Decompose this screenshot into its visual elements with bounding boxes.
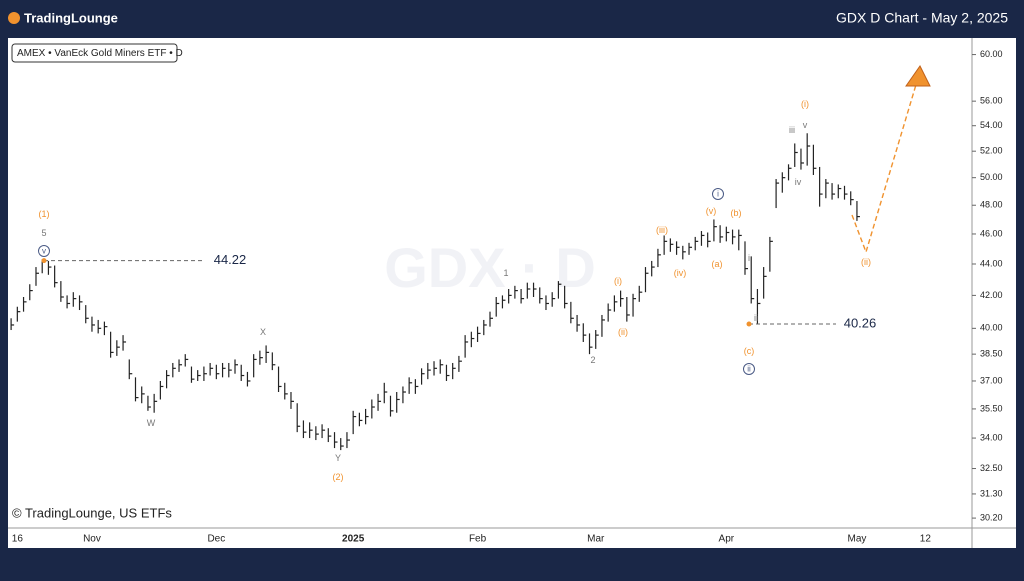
y-tick-label: 44.00 <box>980 258 1003 268</box>
wave-label: (1) <box>39 209 50 219</box>
wave-label: (i) <box>801 99 809 109</box>
level-label: 44.22 <box>214 252 247 267</box>
level-dot <box>746 321 752 327</box>
wave-circle <box>743 363 755 375</box>
wave-label: (2) <box>333 472 344 482</box>
logo: TradingLounge <box>8 10 118 25</box>
y-tick-label: 42.00 <box>980 290 1003 300</box>
wave-label: (c) <box>744 346 755 356</box>
wave-label: (v) <box>706 206 717 216</box>
wave-circle <box>38 245 50 257</box>
wave-label: Y <box>335 453 341 463</box>
wave-label: W <box>147 418 156 428</box>
y-tick-label: 46.00 <box>980 228 1003 238</box>
copyright: © TradingLounge, US ETFs <box>12 505 172 520</box>
projection-arrow <box>905 65 931 87</box>
wave-label: (iv) <box>674 268 687 278</box>
wave-label: i <box>717 190 719 199</box>
y-tick-label: 60.00 <box>980 49 1003 59</box>
wave-label: (ii) <box>618 327 628 337</box>
y-tick-label: 56.00 <box>980 96 1003 106</box>
wave-label: X <box>260 327 266 337</box>
y-tick-label: 31.30 <box>980 488 1003 498</box>
y-tick-label: 35.50 <box>980 403 1003 413</box>
wave-label: iv <box>795 177 802 187</box>
wave-label: (b) <box>731 208 742 218</box>
y-tick-label: 30.20 <box>980 512 1003 522</box>
projection-path <box>851 77 919 255</box>
subtitle: AMEX • VanEck Gold Miners ETF • D <box>17 48 183 59</box>
chart-area <box>8 38 1016 548</box>
wave-circle <box>712 188 724 200</box>
wave-label: v <box>803 120 808 130</box>
y-tick-label: 38.50 <box>980 349 1003 359</box>
level-label: 40.26 <box>844 315 877 330</box>
y-tick-label: 32.50 <box>980 463 1003 473</box>
wave-label: v <box>42 247 46 256</box>
y-tick-label: 37.00 <box>980 375 1003 385</box>
x-tick-label: 2025 <box>342 534 365 545</box>
wave-label: ii <box>747 365 751 374</box>
y-tick-label: 50.00 <box>980 172 1003 182</box>
wave-label: (iii) <box>656 225 668 235</box>
x-tick-label: May <box>847 534 866 545</box>
x-tick-label: Nov <box>83 534 101 545</box>
y-tick-label: 48.00 <box>980 200 1003 210</box>
wave-label: iii <box>789 125 795 135</box>
x-tick-label: Mar <box>587 534 605 545</box>
y-tick-label: 52.00 <box>980 146 1003 156</box>
logo-text: TradingLounge <box>24 10 118 25</box>
wave-label: 1 <box>503 268 508 278</box>
y-tick-label: 34.00 <box>980 432 1003 442</box>
logo-icon <box>8 12 20 24</box>
wave-label: (i) <box>614 276 622 286</box>
level-dot <box>41 258 47 264</box>
y-tick-label: 54.00 <box>980 120 1003 130</box>
wave-label: i <box>748 253 750 263</box>
x-tick-label: 12 <box>920 534 932 545</box>
header-title: GDX D Chart - May 2, 2025 <box>836 10 1008 26</box>
legend-box <box>11 43 178 63</box>
wave-label: 5 <box>41 228 46 238</box>
wave-label: 2 <box>590 355 595 365</box>
x-tick-label: Feb <box>469 534 487 545</box>
y-tick-label: 40.00 <box>980 323 1003 333</box>
x-tick-label: Dec <box>207 534 225 545</box>
x-tick-label: Apr <box>719 534 735 545</box>
watermark: GDX · D <box>384 236 596 299</box>
x-tick-label: 16 <box>12 534 24 545</box>
wave-label: (a) <box>712 259 723 269</box>
wave-label: (ii) <box>861 257 871 267</box>
wave-label: ii <box>754 313 758 323</box>
